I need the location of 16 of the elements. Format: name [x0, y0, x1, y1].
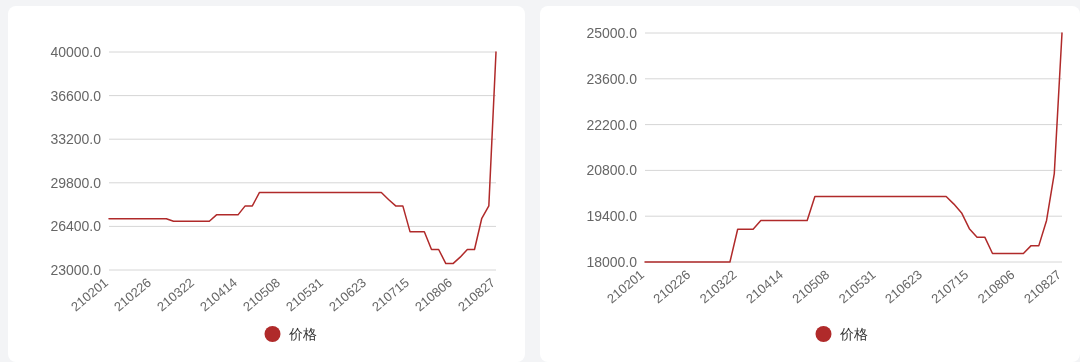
y-tick-label: 20800.0: [586, 162, 638, 179]
y-tick-label: 23600.0: [586, 70, 638, 87]
y-tick-label: 23000.0: [50, 262, 102, 278]
y-tick-label: 29800.0: [50, 174, 102, 191]
y-tick-label: 18000.0: [586, 254, 638, 270]
legend-label: 价格: [287, 326, 317, 342]
y-tick-label: 26400.0: [50, 218, 102, 235]
y-tick-label: 19400.0: [586, 208, 638, 225]
y-tick-label: 25000.0: [586, 25, 638, 41]
y-tick-label: 22200.0: [586, 116, 638, 133]
line-series: [108, 51, 497, 265]
line-series: [644, 32, 1063, 263]
y-tick-label: 33200.0: [50, 131, 102, 148]
y-tick-label: 36600.0: [50, 87, 102, 104]
y-tick-label: 40000.0: [50, 44, 102, 60]
legend-label: 价格: [838, 326, 868, 342]
